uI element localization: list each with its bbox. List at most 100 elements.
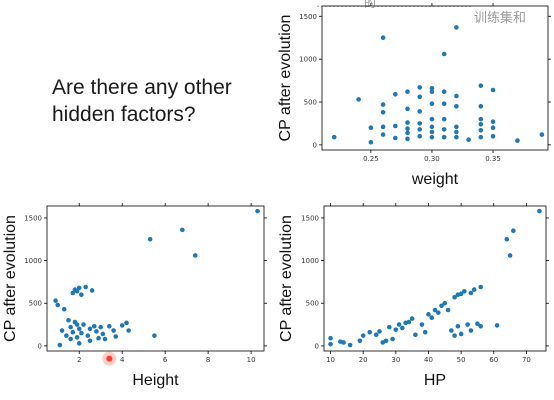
weight-data-point [454,124,459,130]
hp-data-point [504,236,510,242]
slide-question: Are there any other hidden factors? [52,74,272,128]
height-data-point [74,335,80,340]
hp-x-tick-label: 70 [522,356,531,364]
weight-data-point [429,134,435,140]
weight-data-point [539,132,545,137]
height-data-point [147,236,153,242]
height-data-point [57,342,63,348]
hp-data-point [426,312,431,317]
hp-x-tick-label: 20 [359,356,368,364]
weight-x-tick-label: 0.25 [363,155,379,163]
height-data-point [107,323,112,329]
hp-data-point [507,253,513,258]
weight-data-point [405,89,410,95]
hp-x-axis-label: HP [424,372,446,389]
hp-data-point [511,228,516,234]
weight-data-point [454,129,459,135]
height-data-point [70,290,76,296]
height-data-point [87,338,93,344]
weight-y-axis-label: CP after evolution [277,15,294,142]
height-data-point [76,326,82,332]
height-y-tick-label: 1500 [24,214,42,222]
height-data-point [126,328,131,333]
height-data-point [89,288,95,293]
weight-data-point [392,123,398,129]
weight-data-point [405,120,410,125]
height-data-point [74,288,80,294]
hp-y-tick-label: 1500 [301,214,319,222]
weight-data-point [417,109,423,114]
hp-data-point [393,327,399,332]
hp-plot-frame [323,205,547,352]
weight-data-point [490,125,496,131]
weight-data-point [490,133,496,139]
height-data-point [74,322,80,327]
hp-data-point [468,328,474,333]
height-data-point [255,208,260,214]
hp-data-point [347,342,353,348]
height-data-point [91,323,97,329]
weight-data-point [454,25,459,30]
hp-data-point [413,332,418,338]
hp-data-point [468,290,474,296]
height-data-point [79,292,84,298]
hp-data-point [475,321,480,327]
weight-data-point [429,116,435,122]
height-data-point [59,328,65,333]
height-x-tick-label: 10 [247,356,256,364]
height-data-point [119,323,125,328]
hp-x-tick-label: 60 [489,356,498,364]
hp-data-point [373,332,379,338]
hp-data-point [377,329,382,334]
height-data-point [85,333,91,338]
weight-data-point [405,106,410,112]
weight-data-point [392,135,398,141]
hp-data-point [357,338,363,344]
weight-data-point [368,125,374,131]
hp-data-point [439,303,444,309]
weight-data-point [454,134,459,140]
weight-data-point [417,127,423,132]
height-data-point [83,284,88,290]
hp-y-tick-label: 500 [306,300,319,308]
weight-data-point [478,121,484,127]
hp-data-point [449,328,454,333]
height-x-tick-label: 2 [77,356,81,364]
weight-data-point [417,133,423,139]
weight-data-point [429,129,435,135]
weight-x-tick-label: 0.30 [424,155,440,163]
weight-data-point [417,94,423,100]
weight-data-point [331,134,337,140]
height-data-point [94,329,99,334]
height-x-tick-label: 6 [163,356,168,364]
weight-data-point [441,101,447,107]
hp-data-point [429,315,435,321]
weight-data-point [478,134,484,140]
hp-data-point [455,323,461,329]
height-y-axis-label: CP after evolution [2,215,19,342]
corner-caption-line2: 训练集和 [474,10,527,25]
height-data-point [152,333,157,338]
height-y-tick-label: 1000 [24,257,42,265]
hp-data-point [341,340,346,345]
hp-data-point [367,329,373,335]
height-y-tick-label: 500 [29,300,42,308]
hp-data-point [383,338,389,344]
height-data-point [111,328,116,333]
height-data-point [55,302,61,308]
height-data-point [96,335,101,341]
weight-data-point [380,132,386,137]
hp-data-point [445,307,451,313]
height-data-point [76,341,82,346]
height-data-point [180,227,185,233]
weight-data-point [454,93,459,99]
height-x-tick-label: 4 [120,356,125,364]
hp-data-point [458,331,464,337]
weight-data-point [405,126,410,131]
weight-y-tick-label: 500 [304,99,317,107]
weight-data-point [515,138,520,143]
height-data-point [64,333,69,338]
weight-data-point [441,134,447,140]
